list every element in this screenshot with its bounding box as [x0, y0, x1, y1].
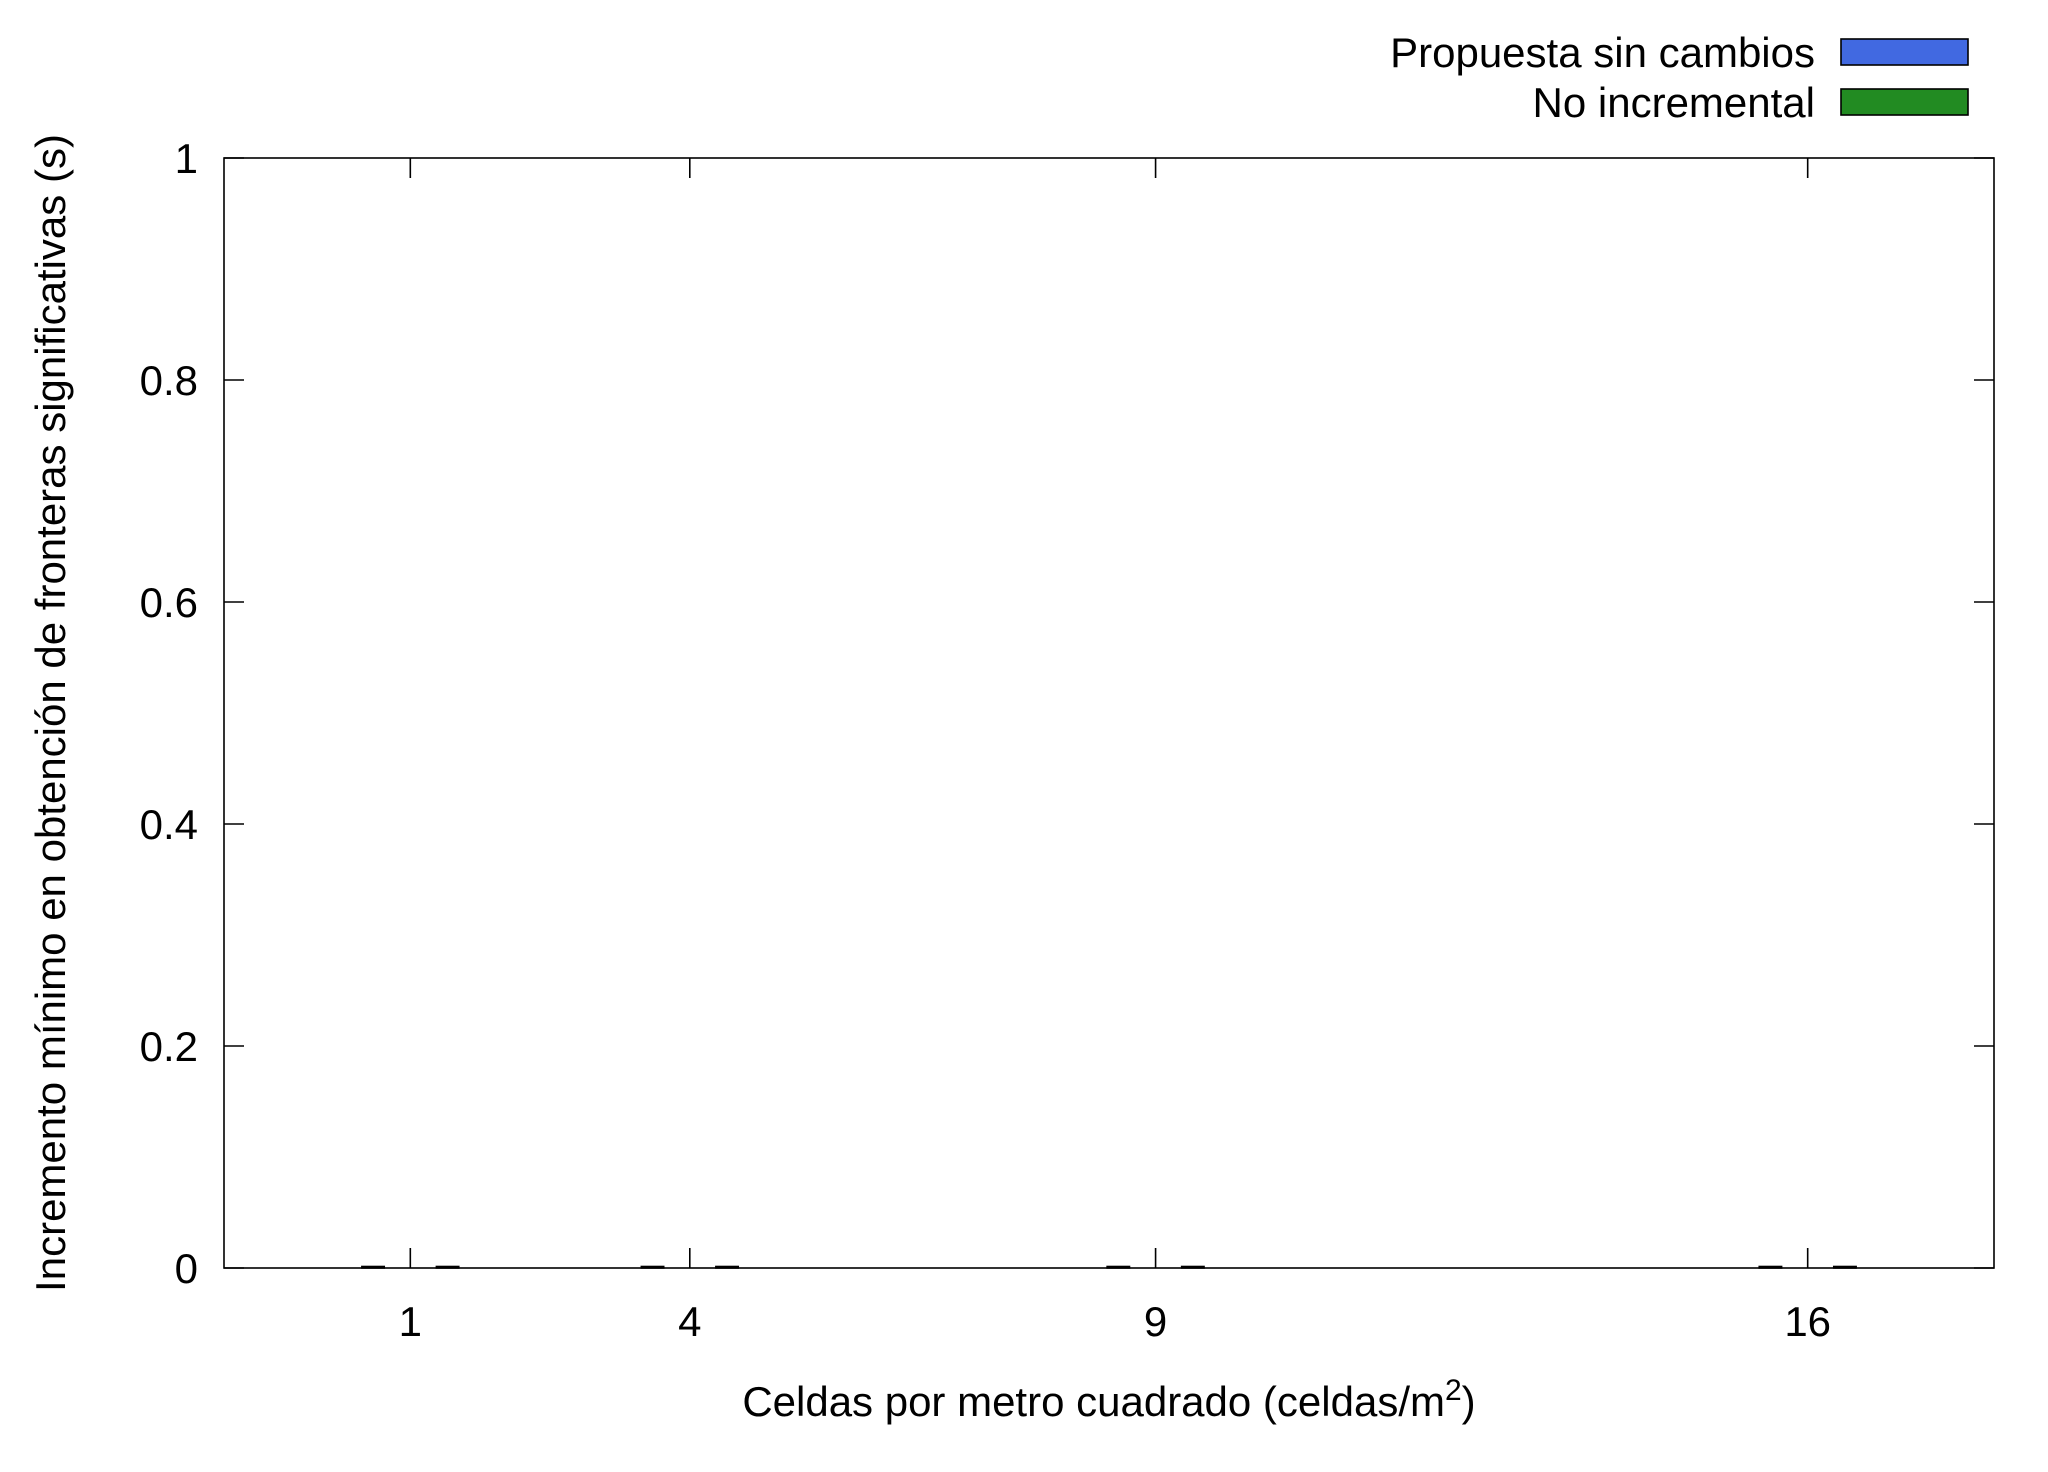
bar-no-incremental	[435, 1265, 460, 1269]
y-tick-label: 1	[175, 135, 198, 182]
y-tick-label: 0.8	[140, 357, 198, 404]
bar-propuesta	[1758, 1265, 1783, 1269]
x-tick-label: 4	[678, 1298, 701, 1345]
y-tick-label: 0.6	[140, 579, 198, 626]
legend-label: Propuesta sin cambios	[1390, 29, 1815, 76]
legend-swatch	[1840, 38, 1969, 66]
bar-propuesta	[1106, 1265, 1131, 1269]
bar-no-incremental	[715, 1265, 740, 1269]
y-tick-label: 0	[175, 1245, 198, 1292]
y-tick-label: 0.2	[140, 1023, 198, 1070]
bar-propuesta	[640, 1265, 665, 1269]
x-axis-title: Celdas por metro cuadrado (celdas/m2)	[742, 1374, 1475, 1425]
x-tick-label: 1	[399, 1298, 422, 1345]
x-tick-label: 16	[1784, 1298, 1831, 1345]
x-axis-title-suffix: )	[1462, 1378, 1476, 1425]
bar-no-incremental	[1180, 1265, 1205, 1269]
bars	[361, 1265, 1857, 1269]
x-axis: 1 4 9 16	[399, 158, 1831, 1345]
x-tick-label: 9	[1144, 1298, 1167, 1345]
x-axis-title-main: Celdas por metro cuadrado (celdas/m	[742, 1378, 1445, 1425]
bar-no-incremental	[1832, 1265, 1857, 1269]
y-axis: 0 0.2 0.4 0.6 0.8 1	[140, 135, 1994, 1292]
x-axis-title-superscript: 2	[1445, 1374, 1462, 1407]
legend-swatch	[1840, 88, 1969, 116]
y-axis-title: Incremento mínimo en obtención de fronte…	[27, 134, 74, 1292]
y-tick-label: 0.4	[140, 801, 198, 848]
bar-propuesta	[361, 1265, 386, 1269]
plot-frame	[223, 157, 1995, 1269]
legend-label: No incremental	[1533, 79, 1815, 126]
